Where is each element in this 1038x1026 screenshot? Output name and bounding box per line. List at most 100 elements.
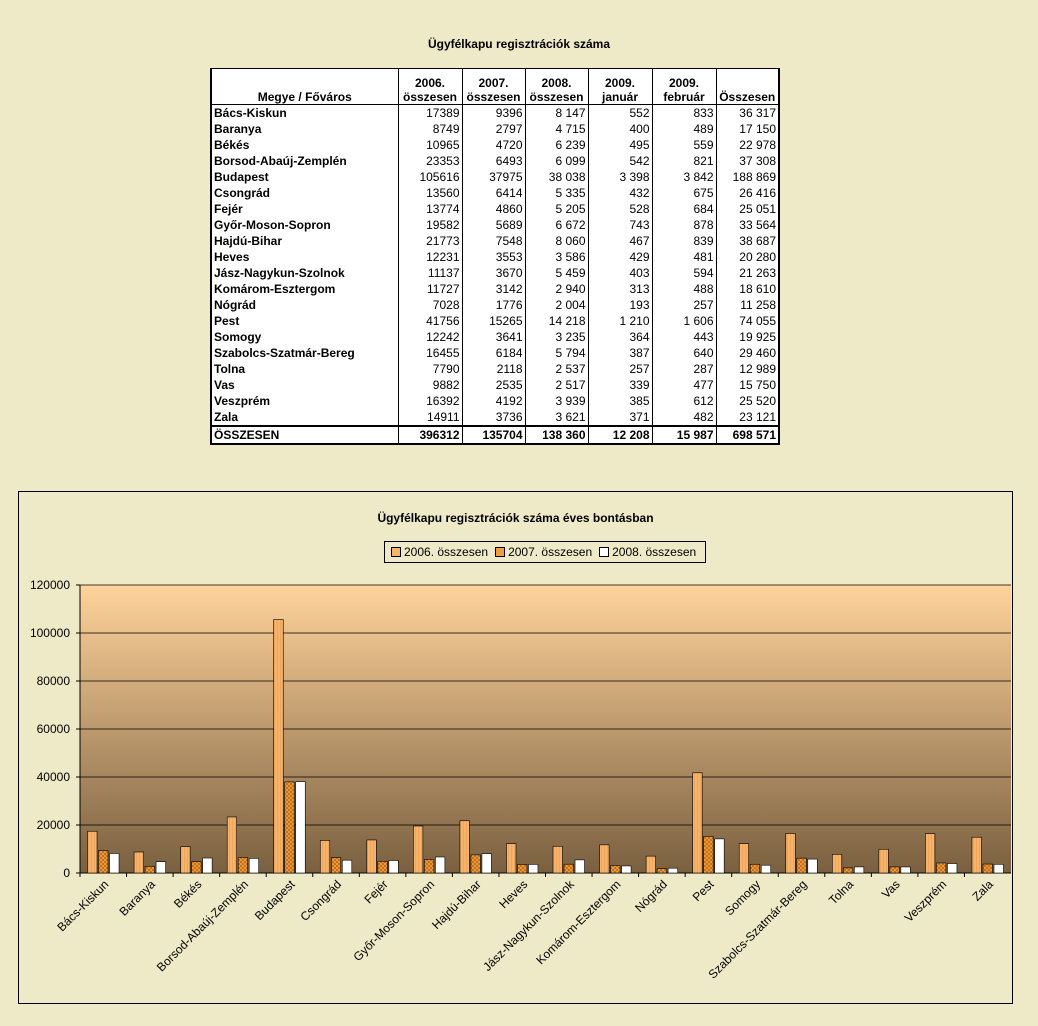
cell-2009-jan: 371 — [587, 409, 653, 426]
bar-2006 — [273, 619, 284, 874]
cell-county: Jász-Nagykun-Szolnok — [210, 265, 399, 281]
cell-2009-feb: 482 — [651, 409, 717, 426]
cell-2009-jan: 467 — [587, 233, 653, 249]
table-row: Pest 41756 15265 14 218 1 210 1 606 74 055 — [210, 313, 780, 329]
bar-2007 — [517, 864, 528, 874]
cell-2008: 14 218 — [524, 313, 589, 329]
table-row: Somogy 12242 3641 3 235 364 443 19 925 — [210, 329, 780, 345]
cell-2009-jan: 339 — [587, 377, 653, 393]
cell-2009-feb: 257 — [651, 297, 717, 313]
bar-2008 — [667, 867, 678, 874]
table-row: Vas 9882 2535 2 517 339 477 15 750 — [210, 377, 780, 393]
cell-2009-jan: 385 — [587, 393, 653, 409]
table-row: Zala 14911 3736 3 621 371 482 23 121 — [210, 409, 780, 426]
y-tick-label: 0 — [63, 866, 70, 880]
y-tick-label: 120000 — [30, 578, 70, 592]
cell-2009-feb: 481 — [651, 249, 717, 265]
table-row: Fejér 13774 4860 5 205 528 684 25 051 — [210, 201, 780, 217]
cell-total: 36 317 — [715, 104, 780, 121]
cell-2009-jan: 364 — [587, 329, 653, 345]
cell-2007: 7548 — [461, 233, 526, 249]
cell-2008: 2 004 — [524, 297, 589, 313]
x-tick-label: Tolna — [826, 877, 856, 907]
cell-2007: 2118 — [461, 361, 526, 377]
cell-2009-jan: 432 — [587, 185, 653, 201]
bar-2008 — [760, 864, 772, 874]
cell-2006: 12231 — [397, 249, 463, 265]
table-total-row: ÖSSZESEN 396312 135704 138 360 12 208 15 987 6… — [210, 425, 780, 445]
cell-2007: 3641 — [461, 329, 526, 345]
cell-county: Szabolcs-Szatmár-Bereg — [210, 345, 399, 361]
legend-label-2007: 2007. összesen — [508, 545, 593, 559]
bar-2008 — [481, 853, 492, 874]
x-tick-label: Fejér — [361, 877, 390, 906]
cell-county: Tolna — [210, 361, 399, 377]
total-cell-total: 698 571 — [715, 425, 780, 445]
chart-legend: 2006. összesen 2007. összesen 2008. össz… — [384, 541, 707, 563]
cell-2006: 21773 — [397, 233, 463, 249]
cell-2009-feb: 675 — [651, 185, 717, 201]
cell-2007: 3142 — [461, 281, 526, 297]
header-2009-feb: 2009. február — [651, 68, 717, 105]
legend-swatch-2008 — [599, 547, 610, 557]
x-tick-label: Komárom-Esztergom — [533, 877, 623, 967]
table-row: Csongrád 13560 6414 5 335 432 675 26 416 — [210, 185, 780, 201]
cell-county: Borsod-Abaúj-Zemplén — [210, 153, 399, 169]
cell-total: 26 416 — [715, 185, 780, 201]
bar-2006 — [226, 816, 237, 874]
cell-county: Komárom-Esztergom — [210, 281, 399, 297]
chart-panel: Ügyfélkapu regisztrációk száma éves bont… — [18, 491, 1013, 1004]
cell-2009-feb: 489 — [651, 121, 717, 137]
bar-2008 — [388, 860, 399, 874]
cell-2007: 4720 — [461, 137, 526, 153]
table-row: Szabolcs-Szatmár-Bereg 16455 6184 5 794 387 6… — [210, 345, 780, 361]
cell-2006: 12242 — [397, 329, 463, 345]
x-tick-label: Jász-Nagykun-Szolnok — [480, 877, 577, 974]
cell-total: 38 687 — [715, 233, 780, 249]
x-tick-label: Szabolcs-Szatmár-Bereg — [705, 877, 809, 981]
total-cell-2009-feb: 15 987 — [651, 425, 717, 445]
cell-total: 20 280 — [715, 249, 780, 265]
bar-2007 — [703, 836, 714, 874]
x-tick-label: Baranya — [116, 877, 158, 919]
cell-county: Zala — [210, 409, 399, 426]
bar-2007 — [982, 863, 993, 874]
total-cell-county: ÖSSZESEN — [210, 425, 399, 445]
cell-total: 17 150 — [715, 121, 780, 137]
cell-county: Nógrád — [210, 297, 399, 313]
table-row: Jász-Nagykun-Szolnok 11137 3670 5 459 403 594… — [210, 265, 780, 281]
bar-2006 — [506, 843, 517, 874]
bar-2006 — [87, 830, 98, 874]
cell-2006: 10965 — [397, 137, 463, 153]
cell-2009-feb: 1 606 — [651, 313, 717, 329]
table-row: Heves 12231 3553 3 586 429 481 20 280 — [210, 249, 780, 265]
legend-label-2008: 2008. összesen — [612, 545, 697, 559]
cell-2006: 19582 — [397, 217, 463, 233]
y-tick-label: 40000 — [37, 770, 71, 784]
legend-item-2008: 2008. összesen — [599, 545, 696, 559]
bar-2008 — [854, 866, 865, 874]
bar-2007 — [144, 865, 155, 874]
cell-2009-feb: 821 — [651, 153, 717, 169]
cell-2007: 3553 — [461, 249, 526, 265]
y-tick-label: 60000 — [37, 722, 71, 736]
cell-2006: 41756 — [397, 313, 463, 329]
x-tick-label: Vas — [879, 877, 903, 901]
registration-table: Megye / Főváros 2006. összesen 2007. össze… — [210, 68, 780, 445]
total-cell-2008: 138 360 — [524, 425, 589, 445]
cell-2006: 16455 — [397, 345, 463, 361]
x-tick-label: Békés — [171, 877, 204, 910]
legend-item-2007: 2007. összesen — [495, 545, 592, 559]
bar-2007 — [889, 866, 900, 874]
cell-2006: 9882 — [397, 377, 463, 393]
cell-2007: 6493 — [461, 153, 526, 169]
cell-2007: 5689 — [461, 217, 526, 233]
bar-2007 — [796, 857, 807, 874]
table-row: Győr-Moson-Sopron 19582 5689 6 672 743 878 33 … — [210, 217, 780, 233]
cell-2009-feb: 559 — [651, 137, 717, 153]
cell-2007: 3736 — [461, 409, 526, 426]
bar-2006 — [971, 836, 982, 874]
cell-2009-jan: 495 — [587, 137, 653, 153]
total-cell-2009-jan: 12 208 — [587, 425, 653, 445]
cell-2007: 9396 — [461, 104, 526, 121]
